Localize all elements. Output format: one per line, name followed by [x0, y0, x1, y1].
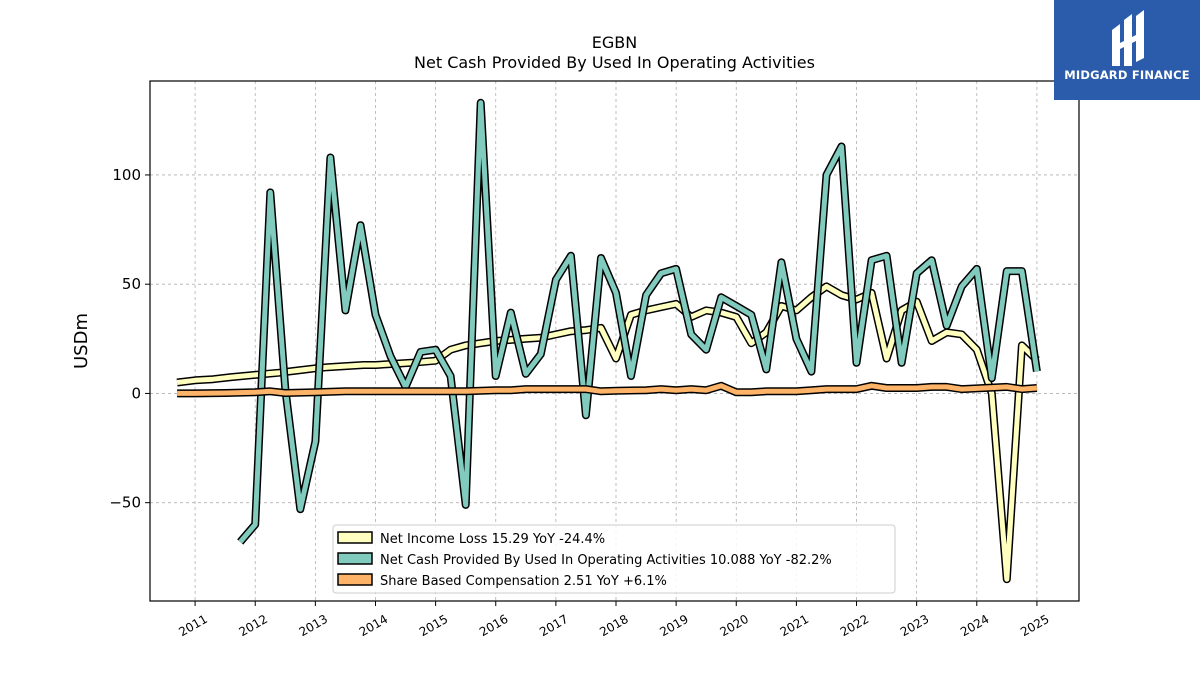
chart-subtitle: Net Cash Provided By Used In Operating A… [414, 53, 815, 72]
x-tick-label: 2016 [477, 612, 510, 639]
legend-entry: Share Based Compensation 2.51 YoY +6.1% [380, 574, 667, 589]
x-tick-label: 2021 [778, 612, 811, 639]
x-tick-label: 2023 [898, 612, 931, 639]
series-3 [177, 381, 1038, 398]
x-tick-label: 2011 [176, 612, 209, 639]
series-line [238, 100, 1040, 544]
x-tick-label: 2017 [537, 612, 570, 639]
legend-swatch [337, 573, 373, 586]
x-tick-label: 2019 [657, 612, 690, 639]
brand-name: MIDGARD FINANCE [1064, 68, 1190, 82]
x-tick-label: 2024 [958, 612, 991, 639]
y-tick-label: 100 [112, 166, 141, 184]
legend: Net Income Loss 15.29 YoY -24.4% Net Cash… [332, 524, 896, 594]
legend-swatch [337, 552, 373, 565]
x-tick-label: 2025 [1018, 612, 1051, 639]
x-tick-label: 2022 [838, 612, 871, 639]
plot-area-frame [149, 80, 1080, 602]
legend-entry: Net Income Loss 15.29 YoY -24.4% [380, 532, 605, 547]
x-tick-label: 2012 [236, 612, 269, 639]
brand-logo: MIDGARD FINANCE [1054, 0, 1200, 100]
y-axis-label: USDm [71, 313, 92, 369]
x-tick-label: 2020 [718, 612, 751, 639]
y-tick-label: −50 [109, 494, 141, 512]
y-tick-label: 50 [122, 275, 141, 293]
series-lines [176, 98, 1041, 584]
legend-box [332, 524, 896, 594]
x-tick-label: 2018 [597, 612, 630, 639]
legend-entry: Net Cash Provided By Used In Operating A… [380, 553, 832, 568]
series-line [177, 383, 1038, 396]
legend-swatch [337, 531, 373, 544]
midgard-logo-icon [1112, 10, 1144, 66]
x-tick-label: 2015 [417, 612, 450, 639]
chart-title: EGBN [592, 33, 637, 52]
x-tick-label: 2013 [297, 612, 330, 639]
series-2 [237, 98, 1041, 545]
y-tick-label: 0 [131, 384, 141, 402]
x-tick-label: 2014 [357, 612, 390, 639]
